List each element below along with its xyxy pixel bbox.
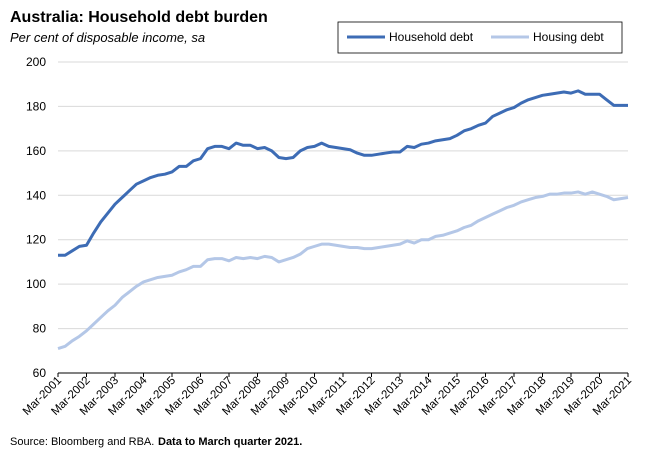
y-tick-label: 180 [26,99,46,113]
y-tick-label: 60 [33,366,47,380]
source: Source: Bloomberg and RBA. [10,436,154,448]
note: Data to March quarter 2021. [158,436,302,448]
legend-box [337,21,623,54]
line-series [57,190,629,350]
line-series [58,89,628,257]
chart-title: Australia: Household debt burden [10,9,268,26]
y-tick-label: 200 [26,55,46,69]
legend-label: Housing debt [533,30,604,44]
y-tick-label: 140 [26,188,46,202]
y-tick-label: 80 [33,322,47,336]
legend-label: Household debt [389,30,474,44]
chart-subtitle: Per cent of disposable income, sa [10,30,205,45]
y-tick-label: 160 [26,144,46,158]
y-tick-label: 100 [26,277,46,291]
y-tick-label: 120 [26,233,46,247]
